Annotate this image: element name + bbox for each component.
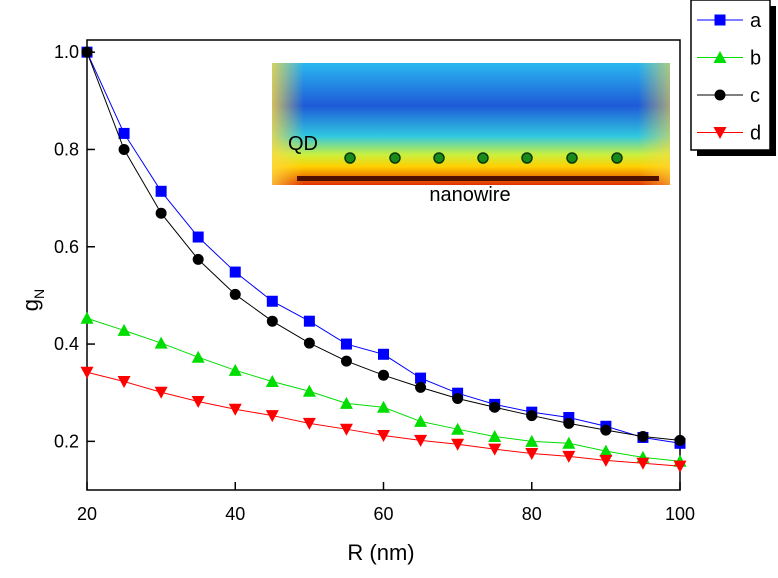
marker	[229, 266, 241, 278]
series-line	[86, 371, 681, 467]
marker	[599, 454, 613, 467]
x-tick-label: 40	[225, 504, 245, 524]
legend-marker	[714, 14, 726, 26]
marker	[80, 366, 94, 379]
y-axis-label: gN	[18, 289, 47, 311]
marker	[526, 410, 538, 422]
marker	[339, 396, 353, 409]
marker	[600, 424, 612, 436]
x-axis-label: R (nm)	[347, 540, 414, 565]
marker	[228, 403, 242, 416]
y-tick-label: 0.2	[54, 431, 79, 451]
marker	[303, 315, 315, 327]
marker	[452, 393, 464, 405]
marker	[488, 443, 502, 456]
marker	[415, 381, 427, 393]
marker	[118, 143, 130, 155]
marker	[674, 434, 686, 446]
inset-edge	[272, 63, 670, 185]
marker	[155, 185, 167, 197]
y-label-main: g	[18, 299, 43, 311]
legend-marker	[714, 89, 726, 101]
qd-dots	[344, 152, 623, 164]
marker	[637, 430, 649, 442]
y-tick-label: 0.8	[54, 139, 79, 159]
marker	[673, 460, 687, 473]
marker	[377, 400, 390, 413]
marker	[191, 395, 205, 408]
x-tick-label: 100	[665, 504, 695, 524]
marker	[378, 369, 389, 381]
marker	[414, 434, 428, 447]
marker	[563, 412, 575, 424]
marker	[192, 253, 204, 265]
marker	[266, 315, 278, 327]
marker	[415, 372, 427, 384]
y-tick-label: 0.6	[54, 237, 79, 257]
marker	[451, 438, 465, 451]
marker	[154, 336, 168, 349]
marker	[302, 417, 316, 430]
x-tick-label: 20	[77, 504, 97, 524]
y-tick-label: 1.0	[54, 42, 79, 62]
legend-label: d	[750, 123, 761, 145]
marker	[340, 338, 352, 350]
marker	[155, 207, 167, 219]
nanowire-bar	[297, 176, 659, 181]
legend-label: b	[750, 48, 761, 70]
legend-label: c	[750, 85, 760, 107]
inset: QD nanowire	[272, 63, 670, 206]
y-tick-label: 0.4	[54, 334, 79, 354]
marker	[266, 295, 278, 307]
marker	[80, 311, 94, 324]
marker	[562, 436, 576, 449]
x-tick-label: 60	[373, 504, 393, 524]
marker	[117, 376, 131, 389]
marker	[339, 423, 353, 436]
marker	[302, 384, 316, 397]
marker	[81, 46, 93, 58]
marker	[489, 401, 501, 413]
marker	[117, 323, 131, 336]
marker	[563, 417, 575, 429]
marker	[488, 429, 502, 442]
legend-marker	[713, 127, 727, 139]
marker	[451, 422, 465, 435]
marker	[192, 231, 204, 243]
inset-label: QD	[288, 133, 318, 155]
marker	[154, 386, 168, 399]
marker	[377, 430, 390, 443]
marker	[599, 444, 613, 457]
marker	[265, 410, 279, 423]
marker	[303, 337, 315, 349]
legend-label: a	[750, 10, 762, 32]
x-tick-label: 80	[522, 504, 542, 524]
legend-box	[690, 0, 771, 151]
legend-marker	[713, 51, 727, 63]
marker	[525, 448, 539, 461]
marker	[636, 457, 650, 470]
marker	[562, 450, 576, 463]
marker	[118, 127, 130, 139]
marker	[340, 355, 352, 367]
marker	[265, 375, 279, 388]
marker	[228, 363, 242, 376]
marker	[525, 434, 539, 447]
marker	[378, 348, 389, 360]
inset-label: nanowire	[429, 184, 510, 206]
y-label-sub: N	[31, 289, 47, 299]
marker	[229, 288, 241, 300]
marker	[191, 350, 205, 363]
marker	[414, 414, 428, 427]
